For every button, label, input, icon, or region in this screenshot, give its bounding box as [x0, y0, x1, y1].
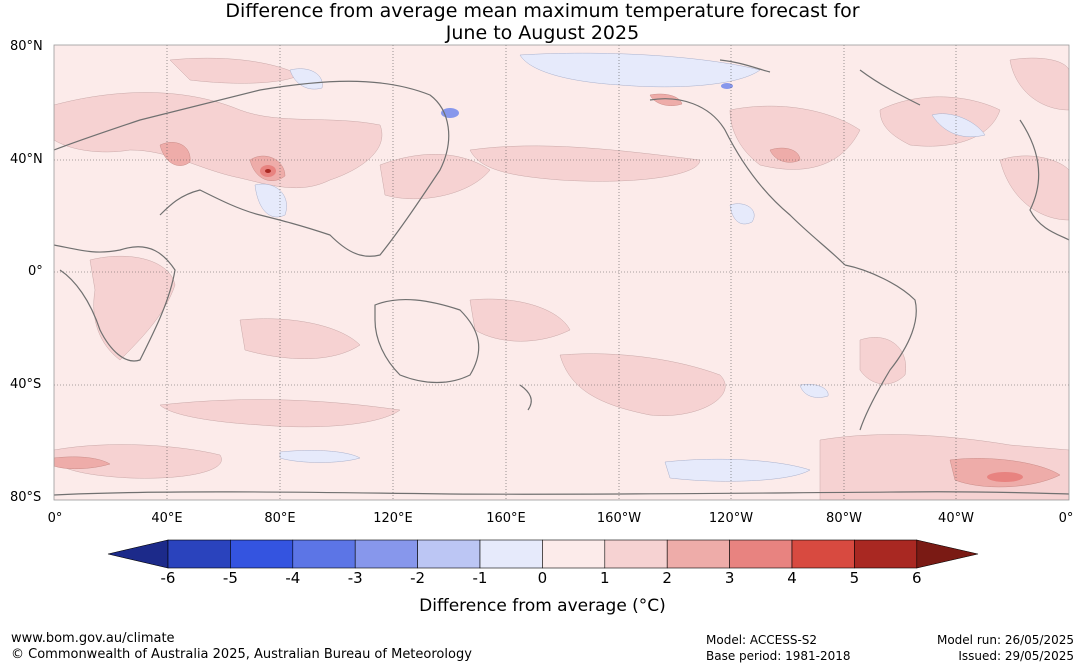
colorbar-over-arrow — [916, 539, 979, 569]
lon-label-0-east: 0° — [1058, 511, 1074, 526]
lon-label-80e: 80°E — [264, 511, 296, 526]
colorbar-tick-label: -4 — [285, 569, 301, 587]
footer-copyright: © Commonwealth of Australia 2025, Austra… — [11, 647, 472, 662]
anomaly-3-to-4-spots — [260, 165, 1023, 482]
colorbar-swatch — [479, 539, 543, 569]
colorbar-tick-label: 5 — [849, 569, 860, 587]
colorbar-swatch — [666, 539, 730, 569]
colorbar-swatch — [354, 539, 418, 569]
lon-label-80w: 80°W — [826, 511, 862, 526]
map-frame — [53, 44, 1070, 501]
lon-label-40w: 40°W — [938, 511, 974, 526]
anomaly-5-plus-spots — [265, 169, 271, 173]
colorbar-swatch — [167, 539, 231, 569]
lat-label-80s: 80°S — [10, 490, 42, 505]
lat-label-40s: 40°S — [10, 377, 42, 392]
colorbar — [107, 539, 979, 569]
lon-label-0: 0° — [47, 511, 63, 526]
map-title-line1: Difference from average mean maximum tem… — [225, 0, 860, 22]
footer-model-run: Model run: 26/05/2025 — [936, 633, 1074, 647]
colorbar-swatch — [604, 539, 668, 569]
colorbar-tick-label: 1 — [600, 569, 610, 587]
colorbar-swatch — [791, 539, 855, 569]
footer-website: www.bom.gov.au/climate — [11, 631, 175, 646]
colorbar-under-arrow — [107, 539, 169, 569]
lon-label-40e: 40°E — [151, 511, 183, 526]
colorbar-tick-label: 3 — [724, 569, 735, 587]
colorbar-tick-label: -6 — [160, 569, 176, 587]
colorbar-tick-label: -2 — [410, 569, 426, 587]
anomaly-minus1-to-0-regions — [254, 52, 986, 482]
footer-base-period: Base period: 1981-2018 — [706, 649, 851, 663]
lat-label-40n: 40°N — [10, 152, 43, 167]
colorbar-tick-label: 2 — [662, 569, 672, 587]
map-title-line2: June to August 2025 — [445, 22, 640, 44]
colorbar-swatch — [542, 539, 606, 569]
graticule — [54, 45, 1069, 500]
colorbar-swatch — [230, 539, 294, 569]
colorbar-label: Difference from average (°C) — [419, 596, 666, 616]
lon-label-160w: 160°W — [596, 511, 642, 526]
footer-issued: Issued: 29/05/2025 — [958, 649, 1074, 663]
lon-label-160e: 160°E — [486, 511, 526, 526]
colorbar-swatch — [292, 539, 356, 569]
colorbar-tick-label: -1 — [472, 569, 488, 587]
lat-label-80n: 80°N — [10, 39, 43, 54]
colorbar-tick-label: -3 — [347, 569, 363, 587]
coastlines — [54, 59, 1069, 496]
lon-label-120e: 120°E — [373, 511, 413, 526]
colorbar-tick-label: -5 — [222, 569, 238, 587]
colorbar-swatch — [729, 539, 793, 569]
colorbar-tick-label: 0 — [537, 569, 548, 587]
colorbar-tick-label: 6 — [912, 569, 922, 587]
forecast-map — [54, 45, 1069, 500]
footer-model: Model: ACCESS-S2 — [706, 633, 818, 647]
colorbar-swatch — [854, 539, 918, 569]
colorbar-tick-label: 4 — [787, 569, 797, 587]
lat-label-0: 0° — [28, 264, 43, 279]
lon-label-120w: 120°W — [708, 511, 754, 526]
colorbar-swatch — [417, 539, 481, 569]
